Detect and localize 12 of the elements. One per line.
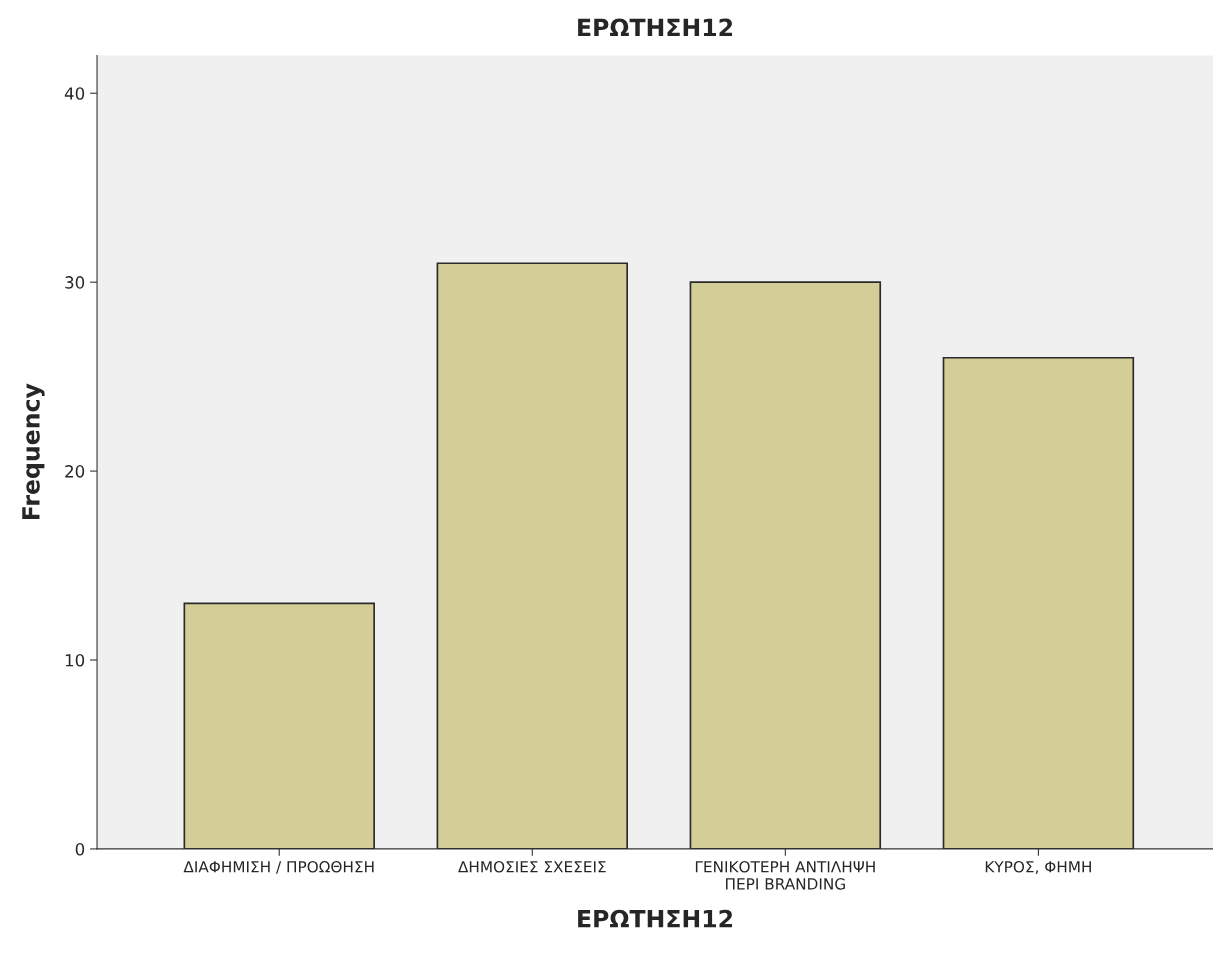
y-tick-label: 10 bbox=[65, 653, 85, 667]
chart-title: ΕΡΩΤΗΣΗ12 bbox=[578, 18, 733, 36]
y-axis-title: Frequency bbox=[22, 383, 45, 520]
x-tick-label: ΔΙΑΦΗΜΙΣΗ / ΠΡΟΩΘΗΣΗ bbox=[183, 861, 374, 874]
y-tick-label: 0 bbox=[75, 842, 85, 856]
x-tick-label: ΓΕΝΙΚΟΤΕΡΗ ΑΝΤΙΛΗΨΗ ΠΕΡΙ BRANDING bbox=[695, 861, 875, 890]
y-tick-label: 30 bbox=[65, 276, 85, 289]
x-tick-label: ΚΥΡΟΣ, ΦΗΜΗ bbox=[985, 861, 1091, 875]
y-tick-label: 20 bbox=[65, 465, 85, 478]
x-axis-title: ΕΡΩΤΗΣΗ12 bbox=[578, 909, 733, 928]
y-tick-label: 40 bbox=[64, 87, 85, 100]
x-tick-label: ΔΗΜΟΣΙΕΣ ΣΧΕΣΕΙΣ bbox=[458, 861, 606, 873]
